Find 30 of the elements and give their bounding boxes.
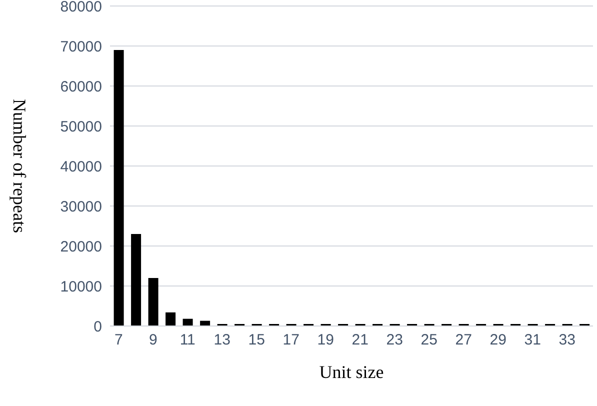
- x-tick-label: 13: [214, 332, 230, 349]
- x-tick-label: 27: [455, 332, 472, 349]
- y-tick-label: 20000: [60, 238, 102, 256]
- bar: [182, 318, 193, 326]
- x-tick-label: 7: [114, 332, 123, 349]
- x-tick-label: 25: [420, 332, 438, 349]
- bar: [131, 234, 142, 326]
- x-tick-label: 21: [352, 332, 368, 349]
- x-tick-label: 17: [282, 332, 300, 349]
- y-tick-label: 50000: [60, 118, 102, 136]
- x-tick-label: 19: [317, 332, 334, 349]
- y-tick-label: 0: [94, 318, 102, 336]
- x-tick-label: 31: [524, 332, 541, 349]
- y-tick-label: 10000: [60, 278, 102, 296]
- x-tick-label: 29: [490, 332, 506, 349]
- y-tick-label: 80000: [60, 0, 102, 16]
- y-tick-label: 30000: [60, 198, 102, 216]
- x-tick-label: 33: [558, 332, 576, 349]
- bar: [114, 50, 124, 326]
- bar: [148, 278, 158, 326]
- y-tick-label: 70000: [60, 38, 102, 56]
- y-tick-label: 40000: [60, 158, 102, 176]
- y-tick-label: 60000: [60, 78, 102, 96]
- y-axis-title: Number of repeats: [10, 99, 30, 233]
- bar: [166, 312, 176, 326]
- x-axis-title: Unit size: [319, 362, 384, 382]
- x-tick-label: 15: [248, 332, 265, 349]
- x-tick-label: 23: [386, 332, 403, 349]
- x-tick-label: 11: [180, 332, 196, 349]
- x-tick-label: 9: [148, 332, 158, 349]
